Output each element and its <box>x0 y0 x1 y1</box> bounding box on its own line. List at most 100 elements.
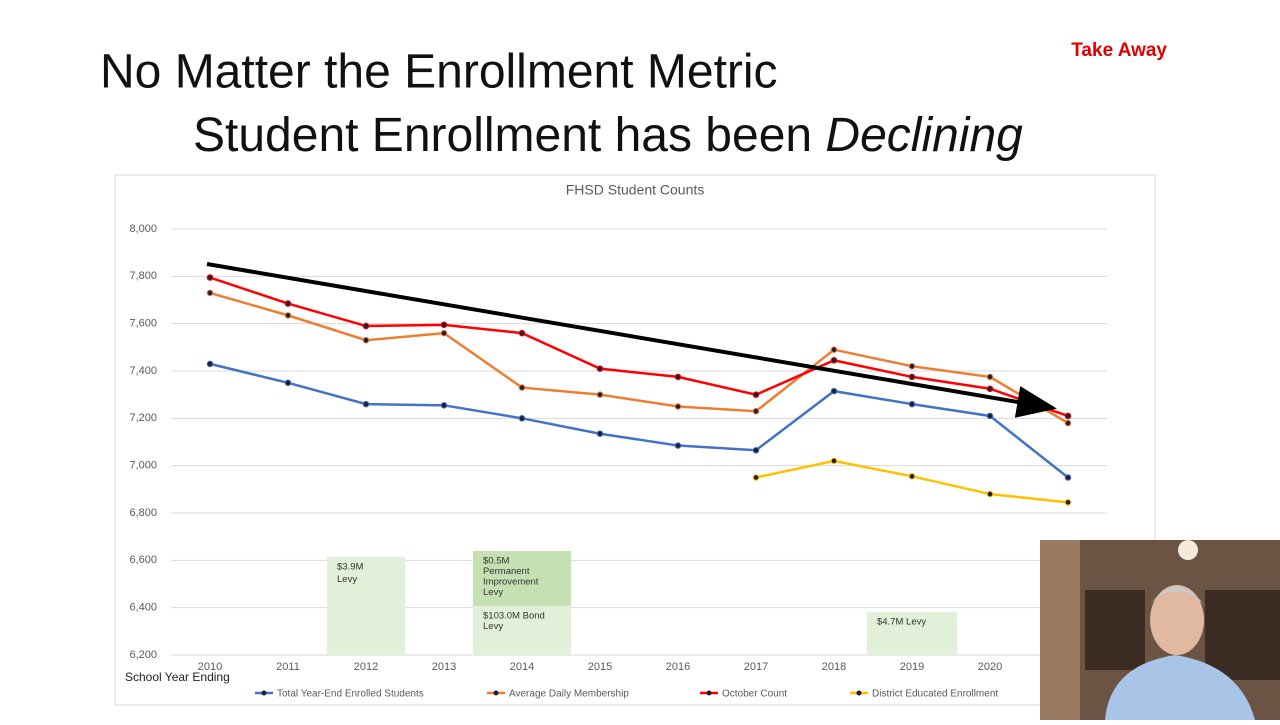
data-point <box>674 442 682 449</box>
hair <box>1150 586 1204 605</box>
y-tick-label: 7,800 <box>129 270 157 282</box>
data-point <box>284 300 292 307</box>
series-line <box>209 291 1069 425</box>
data-point <box>986 490 994 498</box>
data-point <box>206 360 214 368</box>
data-point <box>596 430 604 438</box>
x-tick-label: 2015 <box>588 661 612 673</box>
webcam <box>1040 540 1280 720</box>
title-text: Student Enrollment has been <box>193 109 825 162</box>
legend-label: District Educated Enrollment <box>872 689 998 700</box>
trend-arrow <box>206 262 1057 418</box>
take-away: Take Away <box>1071 40 1167 61</box>
lamp <box>1178 540 1198 560</box>
shirt <box>1105 655 1255 720</box>
data-point <box>1064 419 1072 427</box>
shelf <box>1205 590 1280 680</box>
data-point <box>986 373 994 381</box>
data-point <box>986 412 994 420</box>
levy-label: $3.9M <box>337 562 363 573</box>
data-point <box>830 346 838 354</box>
y-tick-label: 6,400 <box>129 602 157 614</box>
annotations: $3.9MLevy$0.5MPermanentImprovementLevy$1… <box>327 551 957 655</box>
wall <box>1040 540 1080 720</box>
data-point <box>518 329 526 337</box>
data-point <box>1064 474 1072 481</box>
data-point <box>284 379 292 387</box>
data-point <box>206 289 214 297</box>
data-point <box>518 415 526 422</box>
chart-title: FHSD Student Counts <box>566 182 705 198</box>
shelf <box>1085 590 1145 670</box>
data-point <box>830 387 838 395</box>
levy-label: Levy <box>337 574 357 585</box>
legend-label: October Count <box>722 689 787 700</box>
y-tick-label: 8,000 <box>129 223 157 235</box>
title-emphasis: Declining <box>825 109 1023 162</box>
legend-dot <box>493 690 499 696</box>
data-point <box>440 402 448 409</box>
slide-title: No Matter the Enrollment Metric <box>100 46 778 99</box>
x-axis-title: School Year Ending <box>125 670 230 684</box>
legend-label: Total Year-End Enrolled Students <box>277 689 424 700</box>
data-point <box>752 391 760 398</box>
data-point <box>908 362 916 370</box>
legend-dot <box>856 690 862 696</box>
data-point <box>440 329 448 337</box>
x-tick-label: 2011 <box>276 661 300 673</box>
data-point <box>206 274 214 281</box>
data-point <box>362 322 370 330</box>
slide-title: Student Enrollment has been Declining <box>193 109 1023 162</box>
data-point <box>674 403 682 410</box>
y-tick-label: 6,800 <box>129 507 157 519</box>
series-line <box>209 362 1069 479</box>
levy-label: Permanent <box>483 566 530 577</box>
data-point <box>1064 499 1072 506</box>
data-point <box>674 373 682 381</box>
data-point <box>752 446 760 454</box>
data-point <box>752 407 760 415</box>
levy-label: $103.0M Bond <box>483 611 545 622</box>
x-tick-label: 2017 <box>744 661 768 673</box>
x-tick-label: 2013 <box>432 661 456 673</box>
series-line <box>209 276 1069 418</box>
levy-label: Levy <box>483 621 503 632</box>
legend-dot <box>706 690 712 696</box>
legend-label: Average Daily Membership <box>509 689 629 700</box>
x-tick-label: 2010 <box>198 661 222 673</box>
data-point <box>518 384 526 391</box>
data-point <box>362 400 370 408</box>
legend-dot <box>261 690 267 696</box>
data-point <box>908 400 916 408</box>
x-tick-label: 2016 <box>666 661 690 673</box>
data-point <box>440 321 448 329</box>
x-tick-label: 2020 <box>978 661 1002 673</box>
x-tick-label: 2019 <box>900 661 924 673</box>
levy-label: $4.7M Levy <box>877 617 926 628</box>
levy-box <box>473 551 571 606</box>
levy-label: Improvement <box>483 577 539 588</box>
levy-box <box>327 557 405 655</box>
y-tick-label: 7,200 <box>129 412 157 424</box>
x-tick-label: 2012 <box>354 661 378 673</box>
y-tick-label: 7,000 <box>129 460 157 472</box>
levy-box <box>867 612 957 655</box>
data-point <box>908 373 916 381</box>
data-point <box>284 312 292 319</box>
levy-box <box>473 606 571 655</box>
y-tick-label: 6,200 <box>129 649 157 661</box>
y-tick-label: 7,400 <box>129 365 157 377</box>
data-point <box>986 385 994 393</box>
levy-label: Levy <box>483 587 503 598</box>
levy-label: $0.5M <box>483 556 509 567</box>
data-point <box>830 357 838 364</box>
x-tick-label: 2018 <box>822 661 846 673</box>
data-point <box>596 391 604 398</box>
data-point <box>752 474 760 481</box>
data-point <box>908 473 916 480</box>
data-point <box>830 457 838 465</box>
plot: 6,200 6,400 6,600 6,800 7,000 7,200 7,400 7,600… <box>129 223 1107 700</box>
y-tick-label: 7,600 <box>129 318 157 330</box>
